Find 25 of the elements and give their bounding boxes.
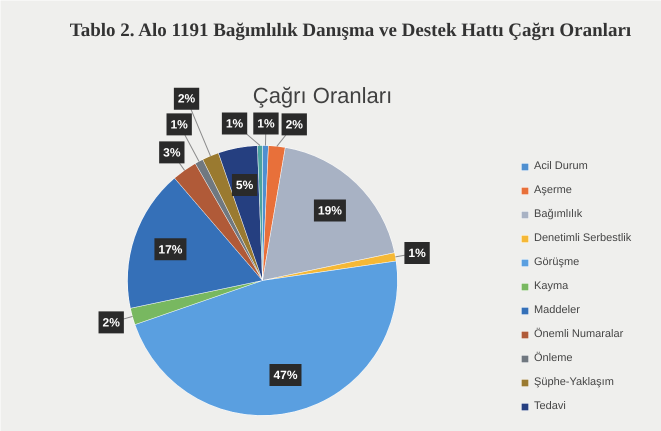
legend-label: Maddeler	[534, 303, 580, 317]
legend-label: Önleme	[534, 351, 573, 365]
data-label: 47%	[273, 368, 298, 382]
data-label: 2%	[178, 92, 196, 106]
chart-title: Tablo 2. Alo 1191 Bağımlılık Danışma ve Destek Hattı Çağrı Oranları	[70, 20, 632, 41]
legend-label: Aşerme	[534, 183, 572, 197]
data-label: 5%	[236, 178, 254, 192]
legend-label: Kayma	[534, 279, 568, 293]
data-label: 2%	[102, 315, 120, 330]
data-label: 19%	[318, 203, 342, 218]
legend-label: Acil Durum	[534, 159, 588, 173]
chart-subtitle: Çağrı Oranları	[252, 83, 392, 108]
data-label: 1%	[257, 116, 275, 131]
data-label: 2%	[286, 117, 304, 132]
legend-label: Bağımlılık	[534, 207, 582, 221]
data-label: 1%	[226, 116, 244, 131]
data-label: 17%	[158, 242, 183, 256]
legend-label: Tedavi	[534, 399, 566, 413]
legend-label: Şüphe-Yaklaşım	[534, 375, 614, 389]
legend-label: Önemli Numaralar	[534, 327, 624, 341]
data-label: 3%	[163, 145, 181, 160]
legend-label: Görüşme	[534, 255, 580, 269]
data-label: 1%	[170, 117, 188, 132]
legend-label: Denetimli Serbestlik	[534, 231, 632, 245]
data-label: 1%	[408, 246, 426, 260]
